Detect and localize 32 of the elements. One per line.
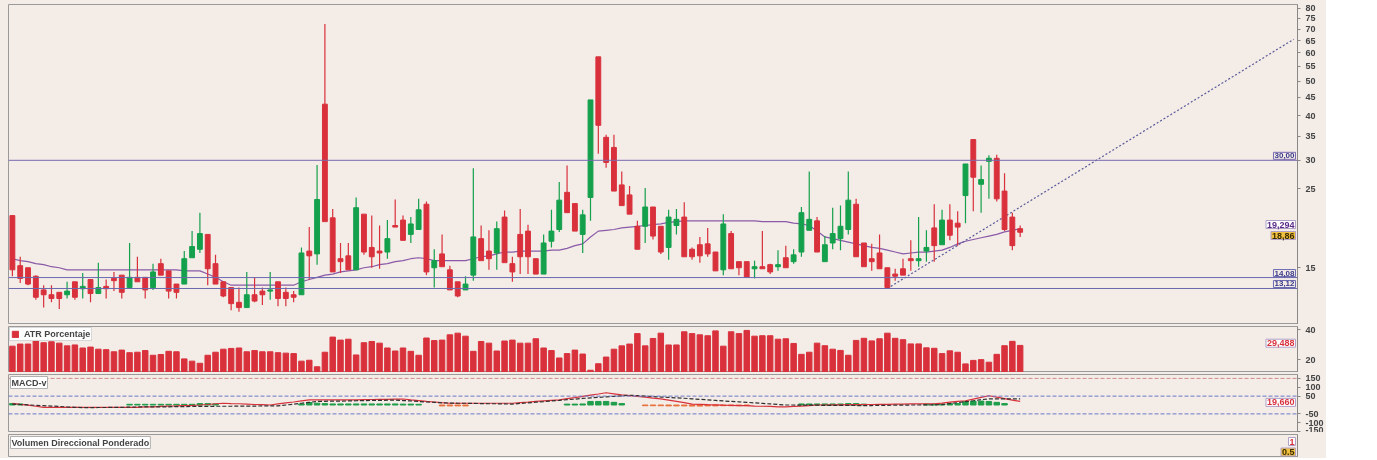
legend-label: ATR Porcentaje: [24, 329, 91, 339]
annotation: 29,488: [1266, 338, 1295, 349]
y-tick-label: 75: [1305, 13, 1316, 24]
y-tick-label: 15: [1305, 262, 1316, 273]
y-tick-label: 40: [1305, 110, 1316, 121]
y-tick-label: 45: [1305, 92, 1316, 103]
y-tick-label: -100: [1305, 417, 1324, 428]
y-tick-label: 50: [1305, 391, 1316, 402]
annotation: 19,294: [1266, 219, 1295, 230]
y-tick-label: 35: [1305, 131, 1316, 142]
y-tick-label: 40: [1305, 324, 1316, 335]
text: 0.5: [1281, 447, 1295, 457]
y-tick-label: 30: [1305, 155, 1316, 166]
annotation: 18,86: [1271, 230, 1295, 241]
y-tick-label: 80: [1305, 3, 1316, 14]
text: 1: [1289, 436, 1295, 447]
y-tick-label: 25: [1305, 183, 1316, 194]
y-tick-label: 50: [1305, 76, 1316, 87]
ref-line-label: 14,08: [1274, 268, 1296, 278]
ref-line-label: 13,12: [1274, 279, 1296, 289]
y-tick-label: 150: [1305, 373, 1321, 384]
y-tick-label: 65: [1305, 35, 1316, 46]
ref-line-label: 30,00: [1274, 151, 1296, 161]
annotation: 19,660: [1266, 397, 1295, 408]
y-tick-label: 100: [1305, 382, 1321, 393]
y-tick-label: 70: [1305, 24, 1316, 35]
text: Volumen Direccional Ponderado: [11, 437, 150, 448]
y-tick-label: 60: [1305, 47, 1316, 58]
y-tick-label: -50: [1305, 408, 1319, 419]
y-tick-label: 55: [1305, 61, 1316, 72]
chart-title: MACD-v: [11, 377, 47, 388]
y-tick-label: 20: [1305, 354, 1316, 365]
